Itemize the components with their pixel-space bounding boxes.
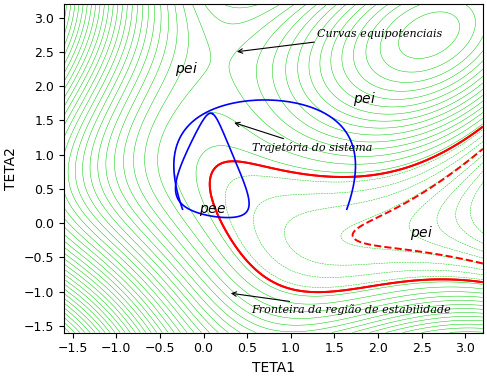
Text: $pei$: $pei$ xyxy=(174,60,198,78)
Y-axis label: TETA2: TETA2 xyxy=(4,147,18,190)
Text: $pee$: $pee$ xyxy=(199,203,226,218)
Text: Curvas equipotenciais: Curvas equipotenciais xyxy=(238,29,442,53)
X-axis label: TETA1: TETA1 xyxy=(252,361,295,375)
Text: $pei$: $pei$ xyxy=(354,90,376,108)
Text: $pei$: $pei$ xyxy=(410,224,433,242)
Text: Fronteira da região de estabilidade: Fronteira da região de estabilidade xyxy=(232,292,451,315)
Text: Trajetória do sistema: Trajetória do sistema xyxy=(235,122,372,153)
